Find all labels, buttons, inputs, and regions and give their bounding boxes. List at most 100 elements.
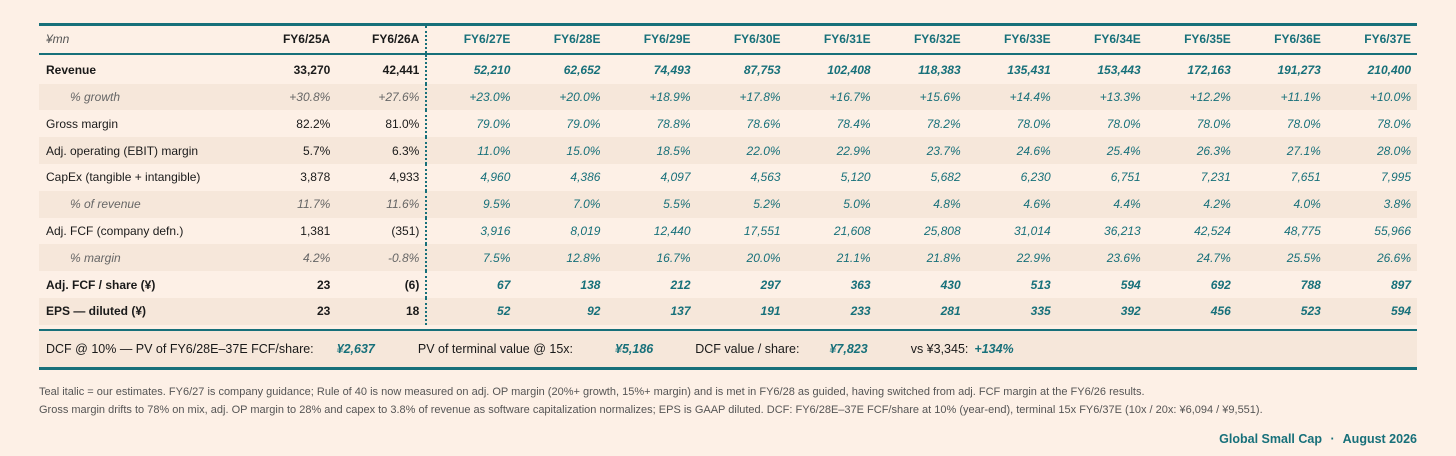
publisher-name: Global Small Cap bbox=[1219, 432, 1322, 446]
capex-row: CapEx (tangible + intangible) 3,878 4,933 4… bbox=[39, 163, 1417, 191]
table-cell: 62,652 bbox=[563, 63, 601, 78]
table-cell: +17.8% bbox=[696, 83, 787, 111]
financial-projection-table: ¥mn FY6/25A FY6/26A FY6/27E FY6/28E FY6/… bbox=[39, 23, 1417, 325]
table-cell: +15.6% bbox=[876, 83, 967, 111]
table-cell: 67 bbox=[497, 277, 511, 292]
table-cell: 25,808 bbox=[923, 223, 961, 238]
table-cell: 22.9% bbox=[966, 244, 1057, 272]
table-cell: 4.2% bbox=[1146, 190, 1237, 218]
column-header: FY6/30E bbox=[696, 24, 787, 55]
table-cell: (351) bbox=[336, 217, 428, 245]
table-cell: 172,163 bbox=[1187, 63, 1231, 78]
table-cell: 7,231 bbox=[1200, 170, 1231, 185]
table-cell: 7,651 bbox=[1290, 170, 1321, 185]
table-cell: 4.6% bbox=[966, 190, 1057, 218]
table-cell: 7.0% bbox=[516, 190, 607, 218]
table-cell: 42,441 bbox=[336, 53, 428, 84]
table-cell: 233 bbox=[786, 297, 877, 325]
table-cell: (6) bbox=[336, 271, 428, 298]
row-label: Adj. FCF (company defn.) bbox=[46, 223, 184, 238]
row-label: % growth bbox=[39, 83, 247, 111]
terminal-value-label: PV of terminal value @ 15x: bbox=[417, 341, 574, 356]
table-cell: 21.8% bbox=[876, 244, 967, 272]
table-cell: +14.4% bbox=[966, 83, 1057, 111]
table-cell: +27.6% bbox=[336, 83, 428, 111]
table-cell: 210,400 bbox=[1367, 63, 1411, 78]
dcf-pv-label: DCF @ 10% — PV of FY6/28E–37E FCF/share: bbox=[46, 341, 314, 356]
table-cell: 430 bbox=[940, 277, 961, 292]
table-cell: 23 bbox=[316, 277, 331, 292]
fcf-row: Adj. FCF (company defn.) 1,381 (351) 3,916 8… bbox=[39, 217, 1417, 245]
table-cell: 297 bbox=[760, 277, 781, 292]
table-cell: 335 bbox=[966, 297, 1057, 325]
table-cell: 78.0% bbox=[1196, 116, 1231, 131]
table-cell: 25.5% bbox=[1236, 244, 1327, 272]
column-header: FY6/33E bbox=[966, 24, 1057, 55]
table-cell: 6,230 bbox=[1020, 170, 1051, 185]
table-cell: 24.6% bbox=[966, 137, 1057, 164]
table-cell: 11.7% bbox=[246, 190, 337, 218]
column-header: FY6/32E bbox=[876, 24, 967, 55]
table-cell: 79.0% bbox=[566, 116, 601, 131]
vs-price-label: vs ¥3,345: bbox=[910, 341, 969, 356]
table-cell: 4.4% bbox=[1056, 190, 1147, 218]
gross-margin-row: Gross margin 82.2% 81.0% 79.0% 79.0% 78.8% 78.… bbox=[39, 110, 1417, 138]
table-cell: 4.8% bbox=[876, 190, 967, 218]
table-cell: 5.7% bbox=[246, 137, 337, 164]
table-cell: +13.3% bbox=[1056, 83, 1147, 111]
column-header: FY6/36E bbox=[1236, 24, 1327, 55]
table-cell: 15.0% bbox=[516, 137, 607, 164]
table-cell: -0.8% bbox=[336, 244, 428, 272]
table-cell: 20.0% bbox=[696, 244, 787, 272]
row-label: Adj. operating (EBIT) margin bbox=[39, 137, 247, 164]
table-cell: 5,682 bbox=[930, 170, 961, 185]
table-cell: 5.2% bbox=[696, 190, 787, 218]
table-cell: 26.6% bbox=[1326, 244, 1417, 272]
growth-row: % growth +30.8% +27.6% +23.0% +20.0% +18.9% +1… bbox=[39, 83, 1417, 111]
table-cell: 92 bbox=[516, 297, 607, 325]
column-header: FY6/29E bbox=[606, 24, 697, 55]
table-cell: 78.0% bbox=[1286, 116, 1321, 131]
table-cell: +16.7% bbox=[786, 83, 877, 111]
column-header: FY6/31E bbox=[786, 24, 877, 55]
table-cell: 9.5% bbox=[426, 190, 517, 218]
table-cell: +18.9% bbox=[606, 83, 697, 111]
table-cell: 21,608 bbox=[833, 223, 871, 238]
ebit-margin-row: Adj. operating (EBIT) margin 5.7% 6.3% 11.0… bbox=[39, 137, 1417, 164]
table-cell: 12.8% bbox=[516, 244, 607, 272]
table-cell: 1,381 bbox=[300, 223, 331, 238]
table-cell: 22.0% bbox=[696, 137, 787, 164]
table-cell: 594 bbox=[1326, 297, 1417, 325]
table-header-row: ¥mn FY6/25A FY6/26A FY6/27E FY6/28E FY6/… bbox=[39, 24, 1417, 55]
table-cell: 27.1% bbox=[1236, 137, 1327, 164]
table-cell: 4,563 bbox=[750, 170, 781, 185]
table-cell: 18.5% bbox=[606, 137, 697, 164]
table-cell: 692 bbox=[1210, 277, 1231, 292]
table-cell: 25.4% bbox=[1056, 137, 1147, 164]
table-cell: 7.5% bbox=[426, 244, 517, 272]
table-cell: 897 bbox=[1390, 277, 1411, 292]
table-cell: 4.0% bbox=[1236, 190, 1327, 218]
table-cell: 55,966 bbox=[1374, 223, 1411, 238]
row-label: CapEx (tangible + intangible) bbox=[46, 170, 201, 185]
footnote-line: Teal italic = our estimates. FY6/27 is c… bbox=[39, 385, 1145, 398]
table-cell: 78.6% bbox=[746, 116, 781, 131]
fcf-per-share-row: Adj. FCF / share (¥) 23 (6) 67 138 212 297 363 4… bbox=[39, 271, 1417, 298]
column-header: FY6/25A bbox=[246, 24, 337, 55]
table-cell: 78.0% bbox=[1016, 116, 1051, 131]
table-cell: 191,273 bbox=[1277, 63, 1321, 78]
table-cell: 4.2% bbox=[246, 244, 337, 272]
terminal-value-value: ¥5,186 bbox=[615, 341, 654, 356]
table-cell: 212 bbox=[670, 277, 691, 292]
table-cell: 11.6% bbox=[336, 190, 428, 218]
table-cell: +23.0% bbox=[426, 83, 517, 111]
table-cell: 23.6% bbox=[1056, 244, 1147, 272]
table-cell: 3,916 bbox=[480, 223, 511, 238]
footer-separator: · bbox=[1330, 432, 1335, 446]
dcf-pv-value: ¥2,637 bbox=[336, 341, 375, 356]
revenue-row: Revenue 33,270 42,441 52,210 62,652 74,493 87,… bbox=[39, 53, 1417, 84]
table-cell: 191 bbox=[696, 297, 787, 325]
table-cell: 5,120 bbox=[840, 170, 871, 185]
table-cell: 74,493 bbox=[653, 63, 691, 78]
table-cell: +20.0% bbox=[516, 83, 607, 111]
